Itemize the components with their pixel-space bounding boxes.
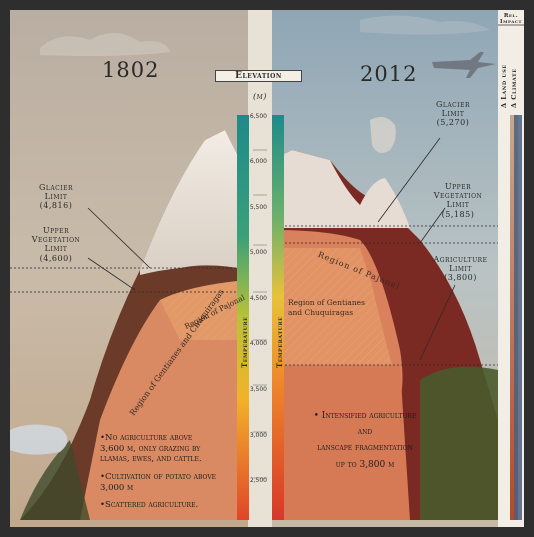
climate-impact-bar — [514, 115, 522, 520]
mountain-2012 — [272, 116, 498, 520]
glacier-limit-2012: Glacier Limit (5,270) — [435, 100, 471, 128]
climate-label: Δ Climate — [510, 68, 518, 108]
elevation-tick: 6,500 — [249, 113, 267, 120]
past-note-potato: •Cultivation of potato above 3,000 m — [100, 472, 217, 493]
relative-impact-header: Rel. Impact — [500, 13, 522, 26]
present-note: • Intensified agriculture and lanscape f… — [313, 411, 417, 470]
past-note-scattered: •Scattered agriculture. — [100, 500, 199, 510]
year-2012: 2012 — [360, 62, 418, 86]
gentianes-region-2012: Region of Gentianes and Chuquiragas — [288, 298, 365, 317]
elevation-tick: 6,000 — [249, 158, 267, 165]
airplane-icon — [432, 52, 496, 78]
temperature-label-2012: Temperature — [275, 316, 284, 368]
elevation-tick: 5,000 — [249, 249, 267, 256]
elevation-tick: 2,500 — [249, 477, 267, 484]
elevation-tick: 4,500 — [249, 295, 267, 302]
elevation-tick: 3,000 — [249, 432, 267, 439]
elevation-title: Elevation — [215, 70, 302, 83]
year-1802: 1802 — [102, 58, 160, 82]
agriculture-limit-2012: Agriculture Limit (3,800) — [433, 255, 488, 283]
land-use-label: Δ Land use — [500, 64, 508, 108]
temperature-label-1802: Temperature — [240, 316, 249, 368]
mountain-1802 — [10, 130, 248, 520]
elevation-unit: (m) — [253, 92, 267, 101]
elevation-tick: 5,500 — [249, 204, 267, 211]
past-note-agriculture: •No agriculture above 3,600 m, only graz… — [100, 433, 202, 465]
vegetation-limit-1802: Upper Vegetation Limit (4,600) — [31, 226, 81, 263]
elevation-tick: 4,000 — [249, 340, 267, 347]
vegetation-limit-2012: Upper Vegetation Limit (5,185) — [433, 182, 483, 219]
temperature-bar-1802 — [237, 115, 249, 520]
glacier-limit-1802: Glacier Limit (4,816) — [38, 183, 74, 211]
temperature-bar-2012 — [272, 115, 284, 520]
elevation-tick: 3,500 — [249, 386, 267, 393]
